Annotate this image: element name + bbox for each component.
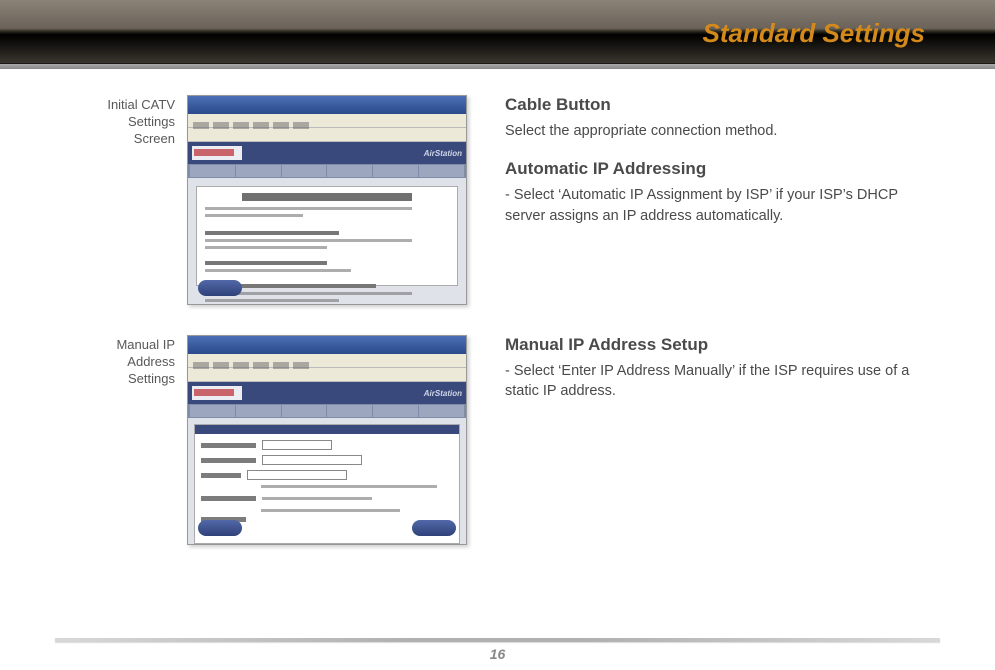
ss-toolbar (188, 128, 466, 142)
ss-tabs (188, 404, 466, 418)
screenshot-catv: AirStation (187, 95, 467, 305)
ss-tabs (188, 164, 466, 178)
text-col-1: Cable Button Select the appropriate conn… (467, 95, 940, 305)
text-col-2: Manual IP Address Setup - Select ‘Enter … (467, 335, 940, 545)
row-manual-ip: Manual IP Address Settings AirStation (75, 335, 940, 545)
footer-divider (55, 638, 940, 642)
heading-manual-ip: Manual IP Address Setup (505, 335, 940, 355)
text-manual-ip: - Select ‘Enter IP Address Manually’ if … (505, 361, 940, 402)
page-number: 16 (0, 646, 995, 662)
ss-brand: AirStation (424, 389, 462, 398)
ss-titlebar (188, 336, 466, 354)
ss-topbar: AirStation (188, 382, 466, 404)
ss-menubar (188, 114, 466, 128)
ss-logo (192, 386, 242, 400)
ss-back-button (198, 280, 242, 296)
caption-catv: Initial CATV Settings Screen (75, 95, 187, 305)
ss-topbar: AirStation (188, 142, 466, 164)
ss-titlebar (188, 96, 466, 114)
ss-body: AirStation (188, 142, 466, 304)
page-title: Standard Settings (703, 18, 925, 49)
caption-line: Settings (128, 371, 175, 386)
caption-line: Settings (128, 114, 175, 129)
row-catv: Initial CATV Settings Screen AirStation (75, 95, 940, 305)
text-cable-button: Select the appropriate connection method… (505, 121, 940, 141)
text-auto-ip: - Select ‘Automatic IP Assignment by ISP… (505, 185, 940, 226)
content-area: Initial CATV Settings Screen AirStation (75, 95, 940, 610)
heading-auto-ip: Automatic IP Addressing (505, 159, 940, 179)
caption-line: Manual IP (116, 337, 175, 352)
ss-menubar (188, 354, 466, 368)
ss-logo (192, 146, 242, 160)
screenshot-manual-ip: AirStation (187, 335, 467, 545)
caption-line: Initial CATV (107, 97, 175, 112)
caption-line: Screen (134, 131, 175, 146)
heading-cable-button: Cable Button (505, 95, 940, 115)
ss-back-button (198, 520, 242, 536)
ss-next-button (412, 520, 456, 536)
ss-body: AirStation (188, 382, 466, 544)
caption-line: Address (127, 354, 175, 369)
ss-toolbar (188, 368, 466, 382)
header-divider (0, 64, 995, 69)
ss-brand: AirStation (424, 149, 462, 158)
header-band: Standard Settings (0, 0, 995, 64)
caption-manual-ip: Manual IP Address Settings (75, 335, 187, 545)
ss-panel (196, 186, 458, 286)
